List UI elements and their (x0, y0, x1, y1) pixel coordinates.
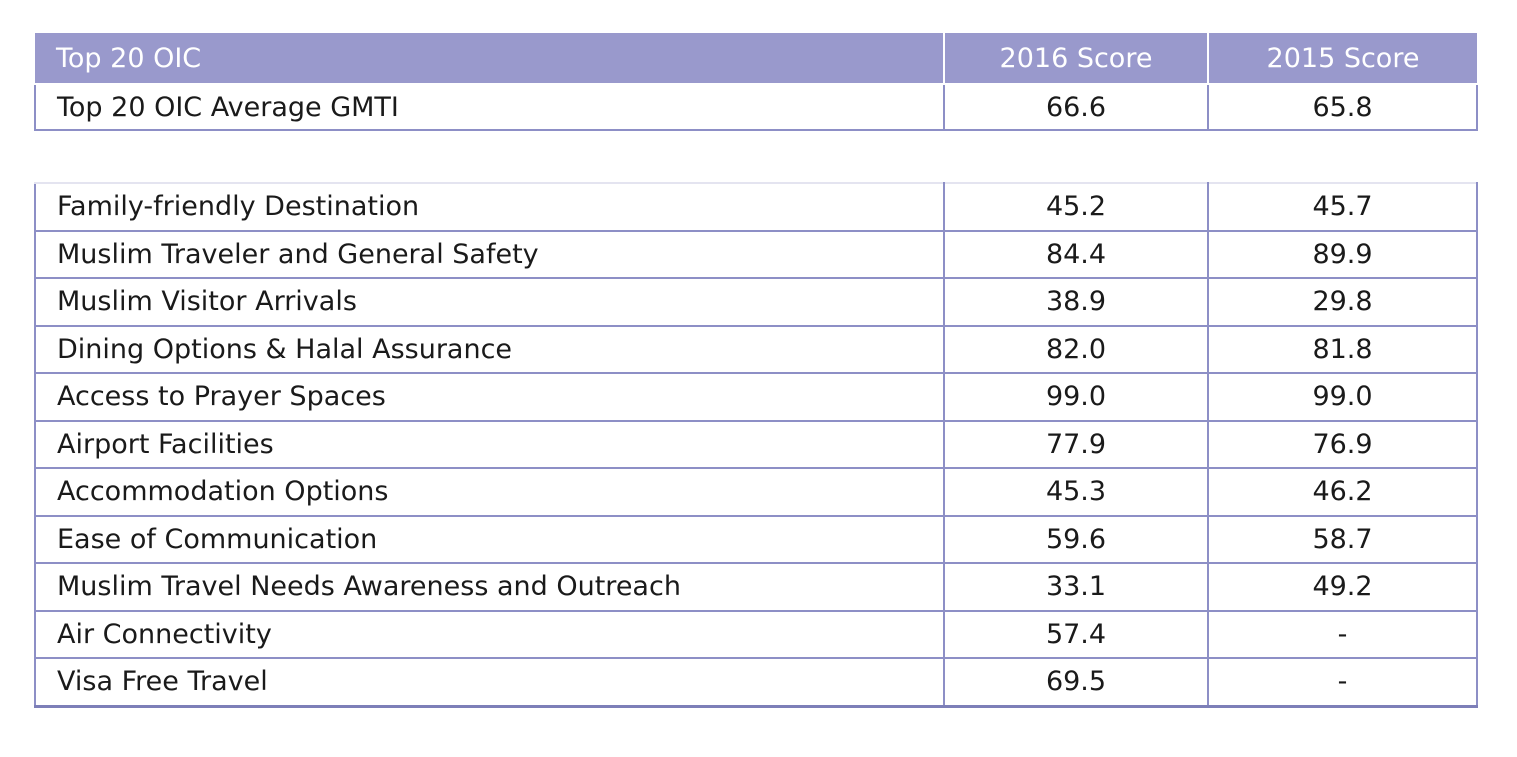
row-score-2016: 57.4 (943, 609, 1209, 659)
row-score-2015: 76.9 (1207, 419, 1478, 469)
row-label: Accommodation Options (34, 467, 945, 517)
average-score-2016: 66.6 (943, 83, 1209, 131)
row-score-2015: 46.2 (1207, 467, 1478, 517)
criteria-table-body: Family-friendly Destination 45.2 45.7 Musli… (34, 182, 1478, 708)
table-row: Dining Options & Halal Assurance 82.0 81.8 (34, 324, 1478, 374)
row-score-2016: 99.0 (943, 372, 1209, 422)
table-row: Visa Free Travel 69.5- (34, 657, 1478, 708)
average-score-2015: 65.8 (1207, 83, 1478, 131)
row-label: Family-friendly Destination (34, 182, 945, 232)
row-score-2016: 45.3 (943, 467, 1209, 517)
row-score-2016: 45.2 (943, 182, 1209, 232)
row-label: Muslim Visitor Arrivals (34, 277, 945, 327)
table-row: Family-friendly Destination 45.2 45.7 (34, 182, 1478, 232)
header-cell-name: Top 20 OIC (35, 33, 945, 85)
average-row: Top 20 OIC Average GMTI 66.6 65.8 (34, 83, 1478, 131)
table-row: Accommodation Options 45.3 46.2 (34, 467, 1478, 517)
criteria-table: Family-friendly Destination 45.2 45.7 Musli… (34, 182, 1478, 708)
table-row: Muslim Traveler and General Safety 84.4 89… (34, 229, 1478, 279)
header-cell-2015: 2015 Score (1207, 33, 1477, 85)
row-label: Muslim Travel Needs Awareness and Outrea… (34, 562, 945, 612)
row-label: Ease of Communication (34, 514, 945, 564)
row-score-2015: 29.8 (1207, 277, 1478, 327)
row-score-2016: 69.5 (943, 657, 1209, 708)
row-score-2016: 59.6 (943, 514, 1209, 564)
row-score-2015: 99.0 (1207, 372, 1478, 422)
row-label: Muslim Traveler and General Safety (34, 229, 945, 279)
row-label: Air Connectivity (34, 609, 945, 659)
row-score-2015: 81.8 (1207, 324, 1478, 374)
row-score-2016: 33.1 (943, 562, 1209, 612)
row-label: Visa Free Travel (34, 657, 945, 708)
table-row: Muslim Visitor Arrivals 38.9 29.8 (34, 277, 1478, 327)
row-score-2016: 84.4 (943, 229, 1209, 279)
table-row: Air Connectivity 57.4- (34, 609, 1478, 659)
row-score-2015: 89.9 (1207, 229, 1478, 279)
row-score-2016: 77.9 (943, 419, 1209, 469)
row-score-2015: 49.2 (1207, 562, 1478, 612)
row-label: Airport Facilities (34, 419, 945, 469)
table-row: Access to Prayer Spaces 99.0 99.0 (34, 372, 1478, 422)
row-score-2015: - (1207, 657, 1478, 708)
table-row: Muslim Travel Needs Awareness and Outrea… (34, 562, 1478, 612)
average-label: Top 20 OIC Average GMTI (34, 83, 945, 131)
table-row: Ease of Communication 59.6 58.7 (34, 514, 1478, 564)
header-cell-2016: 2016 Score (943, 33, 1209, 85)
row-score-2015: 45.7 (1207, 182, 1478, 232)
table-row: Airport Facilities 77.9 76.9 (34, 419, 1478, 469)
row-label: Dining Options & Halal Assurance (34, 324, 945, 374)
header-row: Top 20 OIC 2016 Score 2015 Score (35, 33, 1477, 85)
row-score-2016: 38.9 (943, 277, 1209, 327)
row-score-2015: 58.7 (1207, 514, 1478, 564)
row-score-2015: - (1207, 609, 1478, 659)
summary-table: Top 20 OIC 2016 Score 2015 Score Top 20 … (34, 33, 1478, 131)
row-label: Access to Prayer Spaces (34, 372, 945, 422)
row-score-2016: 82.0 (943, 324, 1209, 374)
